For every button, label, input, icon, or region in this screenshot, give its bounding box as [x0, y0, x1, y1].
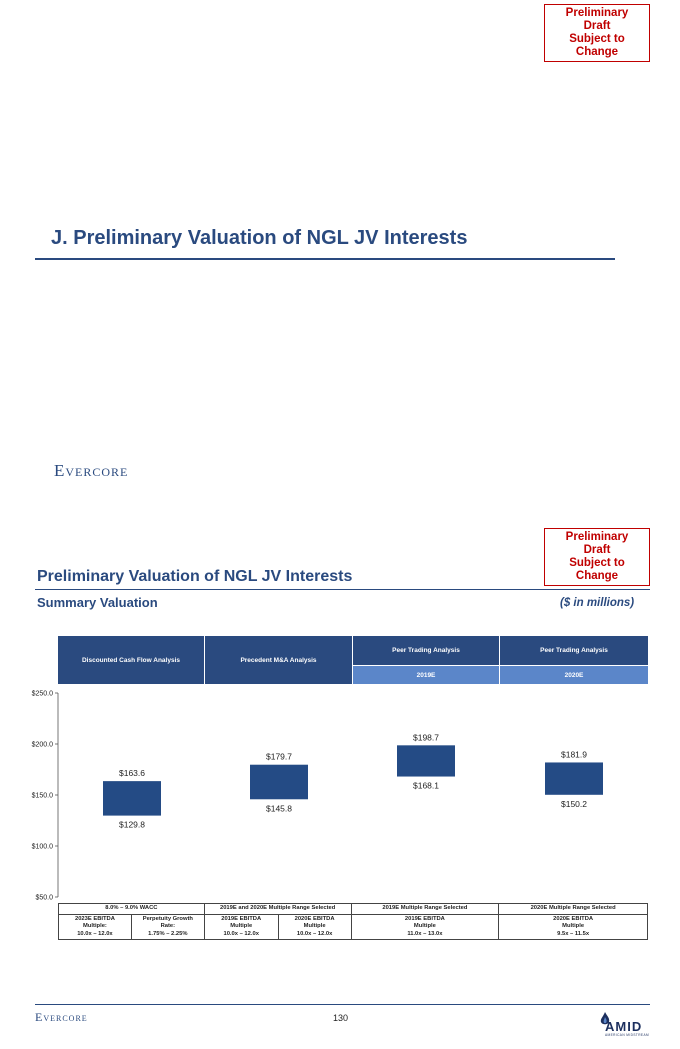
title-divider [35, 589, 650, 590]
low-value-label: $150.2 [561, 799, 587, 809]
table-cell: 2019E Multiple Range Selected [350, 903, 500, 915]
header-precedent: Precedent M&A Analysis [205, 636, 352, 684]
table-cell: 2019E and 2020E Multiple Range Selected [203, 903, 352, 915]
high-value-label: $179.7 [266, 752, 292, 762]
draft-badge-line: Subject to Change [569, 33, 625, 58]
range-bar [545, 762, 603, 795]
page-number: 130 [333, 1013, 349, 1023]
table-cell: Perpetuity Growth Rate: 1.75% – 2.25% [130, 913, 205, 940]
section-divider [35, 258, 615, 260]
header-peer-2020: Peer Trading Analysis [500, 636, 648, 665]
y-tick-label: $100.0 [32, 844, 54, 851]
page-subtitle: Summary Valuation [37, 595, 158, 610]
table-cell: 2019E EBITDA Multiple 10.0x – 12.0x [203, 913, 279, 940]
table-cell: 2019E EBITDA Multiple 11.0x – 13.0x [350, 913, 500, 940]
y-tick-label: $200.0 [32, 742, 54, 749]
high-value-label: $163.6 [119, 768, 145, 778]
header-peer-2019: Peer Trading Analysis [353, 636, 499, 665]
low-value-label: $168.1 [413, 781, 439, 791]
evercore-footer-logo: Evercore [35, 1010, 88, 1024]
high-value-label: $198.7 [413, 732, 439, 742]
low-value-label: $145.8 [266, 803, 292, 813]
footer-divider [35, 1004, 650, 1005]
table-row: 2023E EBITDA Multiple: 10.0x – 12.0x Perpe… [58, 913, 648, 940]
draft-badge: Preliminary Draft Subject to Change [544, 4, 650, 62]
range-bar [103, 781, 161, 816]
amid-logo-text: AMID [605, 1019, 643, 1034]
subheader-2020e: 2020E [500, 666, 648, 684]
table-cell: 2020E EBITDA Multiple 10.0x – 12.0x [277, 913, 352, 940]
table-cell: 2020E EBITDA Multiple 9.5x – 11.5x [498, 913, 648, 940]
y-tick-label: $50.0 [35, 895, 53, 902]
methodology-table: 8.0% – 9.0% WACC 2019E and 2020E Multipl… [58, 903, 648, 940]
evercore-logo: Evercore [54, 461, 129, 480]
table-row: 8.0% – 9.0% WACC 2019E and 2020E Multipl… [58, 903, 648, 915]
low-value-label: $129.8 [119, 820, 145, 830]
y-tick-label: $150.0 [32, 793, 54, 800]
page-title: Preliminary Valuation of NGL JV Interest… [37, 568, 353, 585]
table-cell: 2023E EBITDA Multiple: 10.0x – 12.0x [58, 913, 132, 940]
table-cell: 8.0% – 9.0% WACC [58, 903, 205, 915]
y-tick-label: $250.0 [32, 691, 54, 698]
range-bar [397, 745, 455, 777]
section-title: J. Preliminary Valuation of NGL JV Inter… [51, 227, 468, 249]
draft-badge: Preliminary Draft Subject to Change [544, 528, 650, 586]
header-dcf: Discounted Cash Flow Analysis [58, 636, 204, 684]
flame-icon [600, 1012, 610, 1025]
draft-badge-line: Subject to Change [569, 557, 625, 582]
range-bar [250, 764, 308, 800]
draft-badge-line: Preliminary Draft [565, 7, 629, 32]
high-value-label: $181.9 [561, 749, 587, 759]
amid-logo: AMID AMERICAN MIDSTREAM [596, 1011, 652, 1039]
subheader-2019e: 2019E [353, 666, 499, 684]
amid-logo-subtext: AMERICAN MIDSTREAM [605, 1033, 650, 1037]
draft-badge-line: Preliminary Draft [565, 531, 629, 556]
units-label: ($ in millions) [560, 597, 635, 609]
table-cell: 2020E Multiple Range Selected [498, 903, 648, 915]
